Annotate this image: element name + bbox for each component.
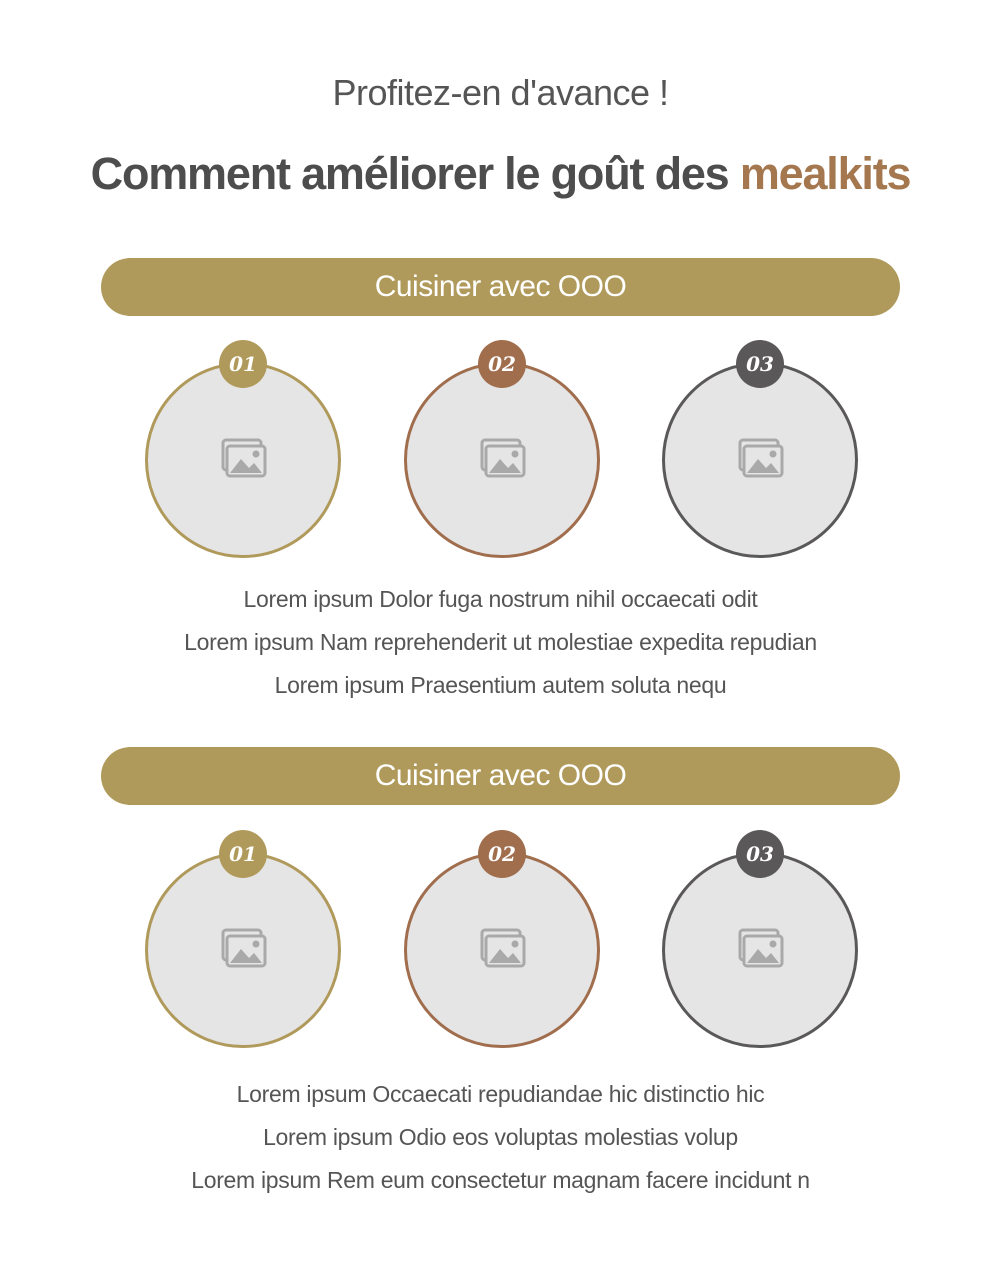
step-card-2: 02 <box>404 830 604 1050</box>
step-badge: 01 <box>219 830 267 878</box>
title-main: Comment améliorer le goût des <box>90 148 740 199</box>
image-placeholder-icon <box>480 928 526 968</box>
description-line: Lorem ipsum Occaecati repudiandae hic di… <box>236 1081 765 1107</box>
section-pill: Cuisiner avec OOO <box>101 747 900 805</box>
image-placeholder-icon <box>738 928 784 968</box>
section-2: Cuisiner avec OOO 01 02 03 <box>0 747 1001 1207</box>
section-pill: Cuisiner avec OOO <box>101 258 900 316</box>
step-card-2: 02 <box>404 340 604 560</box>
step-card-3: 03 <box>662 830 862 1050</box>
step-card-1: 01 <box>145 830 345 1050</box>
section-1: Cuisiner avec OOO 01 02 03 <box>0 258 1001 718</box>
step-badge: 03 <box>736 340 784 388</box>
image-placeholder-icon <box>480 438 526 478</box>
description-line: Lorem ipsum Dolor fuga nostrum nihil occ… <box>243 586 758 612</box>
step-card-3: 03 <box>662 340 862 560</box>
step-badge: 02 <box>478 340 526 388</box>
description-line: Lorem ipsum Nam reprehenderit ut molesti… <box>184 629 817 655</box>
step-badge: 03 <box>736 830 784 878</box>
image-placeholder-icon <box>221 438 267 478</box>
step-badge: 02 <box>478 830 526 878</box>
image-placeholder-icon <box>738 438 784 478</box>
title-accent: mealkits <box>739 148 912 199</box>
step-card-1: 01 <box>145 340 345 560</box>
image-placeholder-icon <box>221 928 267 968</box>
header-subtitle: Profitez-en d'avance ! <box>332 72 669 113</box>
description-line: Lorem ipsum Odio eos voluptas molestias … <box>263 1124 738 1150</box>
page-title: Comment améliorer le goût des mealkits <box>0 148 1001 200</box>
description-line: Lorem ipsum Rem eum consectetur magnam f… <box>191 1167 810 1193</box>
step-badge: 01 <box>219 340 267 388</box>
description-line: Lorem ipsum Praesentium autem soluta neq… <box>274 672 727 698</box>
